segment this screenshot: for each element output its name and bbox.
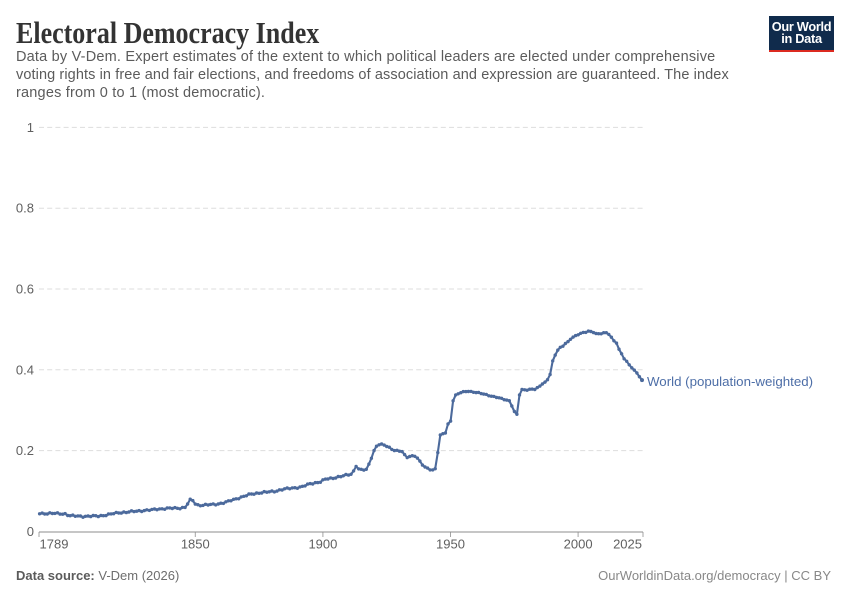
svg-text:0.4: 0.4 [16, 362, 34, 377]
svg-text:1: 1 [27, 120, 34, 135]
svg-text:2000: 2000 [564, 536, 593, 551]
svg-text:0.8: 0.8 [16, 201, 34, 216]
svg-text:2025: 2025 [613, 536, 642, 551]
svg-text:1900: 1900 [308, 536, 337, 551]
svg-text:1789: 1789 [40, 536, 69, 551]
svg-text:0: 0 [27, 524, 34, 539]
svg-text:1950: 1950 [436, 536, 465, 551]
svg-text:1850: 1850 [181, 536, 210, 551]
svg-text:0.6: 0.6 [16, 282, 34, 297]
svg-text:World (population-weighted): World (population-weighted) [647, 374, 813, 389]
svg-text:0.2: 0.2 [16, 443, 34, 458]
